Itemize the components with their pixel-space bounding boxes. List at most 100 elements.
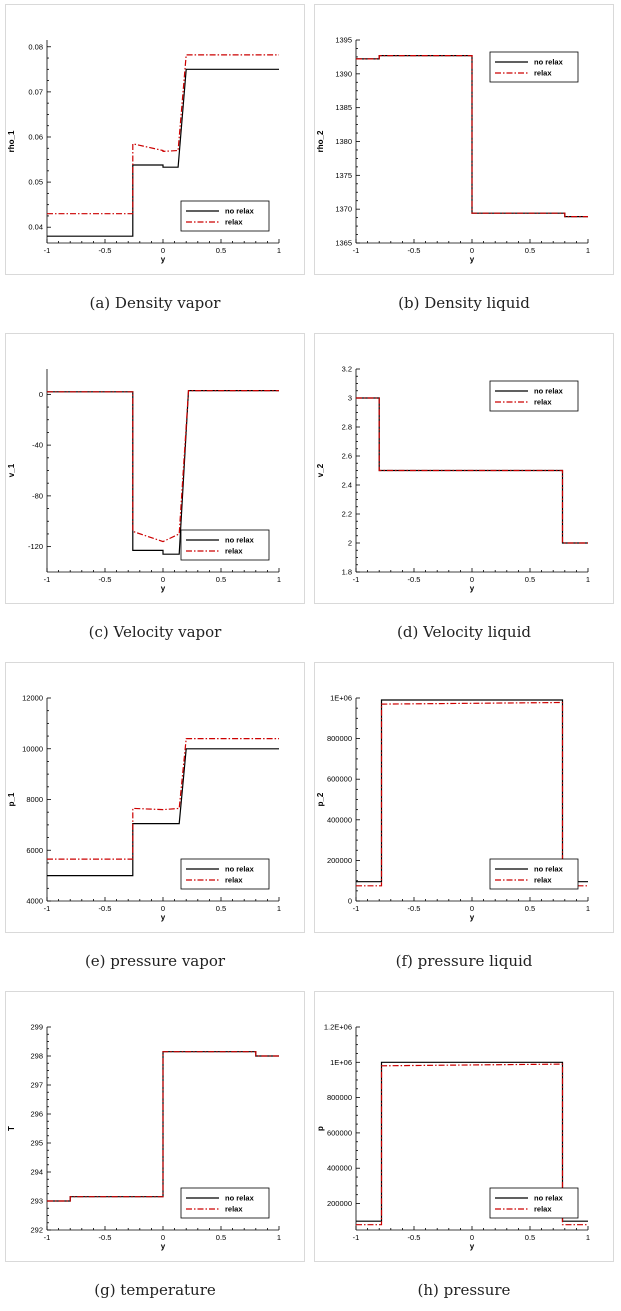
y-tick-label: 2.6 — [342, 452, 352, 461]
chart-svg: -1 -0.5 0 0.5 1 200000 400000 600000 800000 1E+06… — [314, 991, 614, 1262]
y-tick-label: 4000 — [26, 897, 43, 906]
y-tick-label: 800000 — [327, 1093, 352, 1102]
x-tick-label: 0.5 — [216, 575, 226, 584]
y-axis-label: v_1 — [7, 463, 16, 477]
legend-label: no relax — [534, 387, 564, 396]
y-tick-label: 0.04 — [28, 223, 43, 232]
panel-frame — [5, 662, 305, 933]
y-tick-label: 2.4 — [342, 481, 352, 490]
chart-panel-7: -1 -0.5 0 0.5 1 200000 400000 600000 800000 1E+06… — [314, 991, 614, 1311]
series-line-relax — [47, 737, 279, 860]
y-axis-label: rho_1 — [7, 130, 16, 152]
y-axis-label: p — [316, 1126, 325, 1131]
y-tick-label: 1375 — [335, 171, 352, 180]
chart-panel-1: -1 -0.5 0 0.5 1 1365 1370 1375 1380 1385 1390 1395 y… — [314, 4, 614, 324]
x-tick-label: 0.5 — [216, 904, 226, 913]
x-tick-label: 0 — [161, 1233, 165, 1242]
chart-panel-5: -1 -0.5 0 0.5 1 0 200000 400000 600000 800000 1E+0… — [314, 662, 614, 982]
x-tick-label: -1 — [353, 246, 360, 255]
legend-label: no relax — [534, 1194, 564, 1203]
x-tick-label: 0 — [470, 1233, 474, 1242]
x-tick-label: -1 — [44, 904, 51, 913]
y-tick-label: 2.8 — [342, 423, 352, 432]
x-tick-label: 0.5 — [216, 1233, 226, 1242]
x-tick-label: -0.5 — [408, 904, 421, 913]
figure-caption: (b) Density liquid — [398, 294, 530, 312]
y-tick-label: 298 — [30, 1052, 43, 1061]
chart-svg: -1 -0.5 0 0.5 1 0.04 0.05 0.06 0.07 0.08 y rho_1no … — [5, 4, 305, 275]
y-axis-label: p_1 — [7, 792, 16, 806]
x-tick-label: 0.5 — [525, 575, 535, 584]
x-tick-label: 0.5 — [216, 246, 226, 255]
x-tick-label: 1 — [586, 246, 590, 255]
legend-label: relax — [534, 398, 552, 407]
y-tick-label: 0.06 — [28, 132, 43, 141]
y-tick-label: 600000 — [327, 1128, 352, 1137]
x-tick-label: 1 — [586, 1233, 590, 1242]
x-axis-label: y — [161, 255, 166, 264]
y-tick-label: 12000 — [22, 694, 43, 703]
y-tick-label: 295 — [30, 1139, 43, 1148]
legend-box — [489, 1187, 579, 1219]
figure-caption: (c) Velocity vapor — [88, 623, 222, 641]
x-tick-label: 1 — [277, 575, 281, 584]
x-tick-label: 1 — [277, 1233, 281, 1242]
y-tick-label: 297 — [30, 1081, 43, 1090]
x-axis-label: y — [470, 584, 475, 593]
legend-label: no relax — [534, 865, 564, 874]
legend-label: relax — [534, 876, 552, 885]
x-tick-label: -1 — [353, 904, 360, 913]
y-tick-label: 1E+06 — [330, 1058, 352, 1067]
x-tick-label: -1 — [44, 1233, 51, 1242]
series-line-no-relax — [47, 68, 279, 237]
x-tick-label: 0 — [470, 246, 474, 255]
series-line-relax — [47, 389, 279, 543]
y-tick-label: 0.05 — [28, 178, 43, 187]
x-tick-label: 0 — [161, 575, 165, 584]
series-line-relax — [356, 397, 588, 544]
x-tick-label: 0.5 — [525, 1233, 535, 1242]
y-tick-label: 1390 — [335, 69, 352, 78]
legend-box — [180, 1187, 270, 1219]
x-tick-label: 1 — [586, 575, 590, 584]
x-tick-label: 0 — [161, 246, 165, 255]
x-tick-label: -0.5 — [99, 575, 112, 584]
y-tick-label: 400000 — [327, 1164, 352, 1173]
legend-box — [180, 200, 270, 232]
chart-svg: -1 -0.5 0 0.5 1 1.8 2 2.2 2.4 2.6 2.8 3 3.2 y v_2 no re… — [314, 333, 614, 604]
figure-caption: (g) temperature — [94, 1281, 216, 1299]
legend-label: relax — [534, 69, 552, 78]
series-line-relax — [356, 701, 588, 887]
x-tick-label: -0.5 — [408, 246, 421, 255]
legend-label: relax — [225, 1205, 243, 1214]
chart-panel-3: -1 -0.5 0 0.5 1 1.8 2 2.2 2.4 2.6 2.8 3 3.2 y v_2 no re… — [314, 333, 614, 653]
series-line-relax — [47, 1051, 279, 1202]
chart-svg: -1 -0.5 0 0.5 1 292 293 294 295 296 297 298 299 y Tno … — [5, 991, 305, 1262]
panel-frame — [314, 333, 614, 604]
x-tick-label: -0.5 — [99, 904, 112, 913]
y-tick-label: 1.2E+06 — [324, 1023, 352, 1032]
x-axis-label: y — [470, 913, 475, 922]
y-axis-label: v_2 — [316, 463, 325, 477]
panel-frame — [314, 991, 614, 1262]
y-axis-label: T — [7, 1126, 16, 1131]
x-axis-label: y — [161, 913, 166, 922]
figure-caption: (d) Velocity liquid — [397, 623, 531, 641]
x-tick-label: -0.5 — [99, 1233, 112, 1242]
y-tick-label: 1380 — [335, 137, 352, 146]
y-tick-label: 0.07 — [28, 87, 43, 96]
y-tick-label: 10000 — [22, 744, 43, 753]
figure-caption: (e) pressure vapor — [84, 952, 226, 970]
y-tick-label: 2 — [348, 539, 352, 548]
x-axis-label: y — [470, 1242, 475, 1251]
y-tick-label: 1.8 — [342, 568, 352, 577]
legend-label: relax — [534, 1205, 552, 1214]
x-axis-label: y — [470, 255, 475, 264]
legend-box — [489, 51, 579, 83]
legend-box — [489, 380, 579, 412]
chart-panel-4: -1 -0.5 0 0.5 1 4000 6000 8000 10000 12000 y p_1 no … — [5, 662, 305, 982]
y-tick-label: 600000 — [327, 775, 352, 784]
y-tick-label: 1370 — [335, 205, 352, 214]
